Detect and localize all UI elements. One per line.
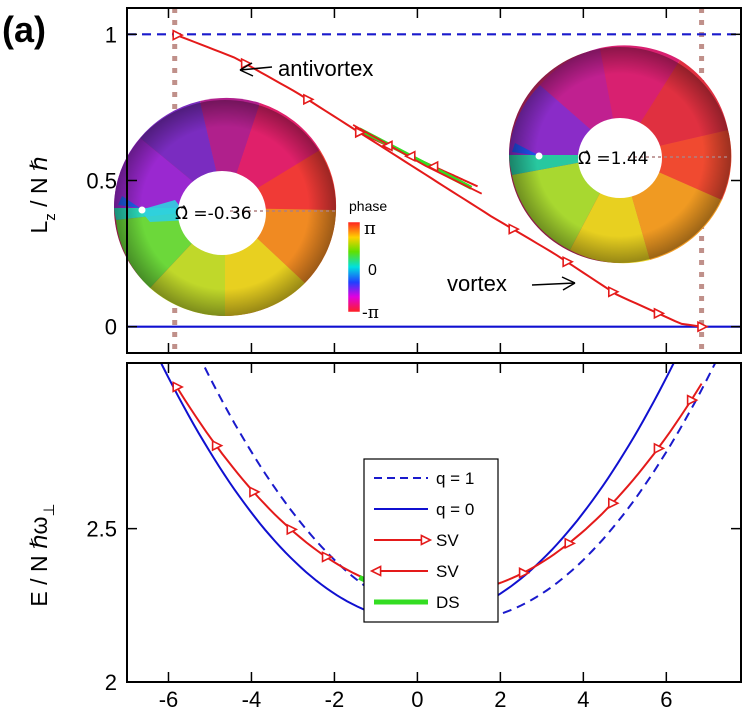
bottom-marker-sv-right-6 — [518, 567, 531, 579]
colorbar-title: phase — [349, 198, 387, 214]
antivortex-arrow — [239, 62, 273, 77]
top-ylabel-rest: / N ℏ — [26, 156, 52, 213]
legend-label-1: q = 0 — [436, 500, 474, 519]
vortex-arrow — [531, 276, 576, 291]
bottom-marker-sv-right-0 — [172, 381, 184, 393]
bottom-marker-sv-right-2 — [249, 486, 261, 498]
bottom-marker-sv-right-1 — [211, 439, 224, 452]
top-y-ticks: 00.51 — [86, 22, 741, 340]
phase-colorbar: phase π 0 -π — [347, 198, 387, 323]
colorbar-bottom-label: -π — [362, 303, 379, 323]
bottom-xtick-label-1: -4 — [242, 687, 262, 711]
legend-label-4: DS — [436, 593, 460, 612]
top-marker-sv-right-4 — [508, 223, 521, 235]
bottom-marker-sv-right-4 — [321, 551, 334, 563]
bottom-marker-sv-right-8 — [607, 497, 620, 510]
bottom-x-ticks: -6 -4 -2 0 2 4 6 — [159, 363, 672, 711]
bottom-xtick-label-3: 0 — [411, 687, 423, 711]
legend: q = 1 q = 0 SV SV DS — [363, 458, 499, 623]
top-marker-sv-right-5 — [562, 255, 574, 268]
bottom-xtick-label-4: 2 — [494, 687, 506, 711]
colorbar-mid-label: 0 — [368, 262, 377, 279]
top-ytick-label-2: 1 — [105, 22, 117, 47]
top-ytick-label-0: 0 — [105, 315, 117, 340]
bottom-ylabel: E / N ℏω⊥ — [26, 503, 58, 606]
top-line-sv-branch — [352, 124, 483, 195]
omega-left-label: Ω̂ =-0.36 — [175, 204, 252, 224]
top-marker-sv-right-0 — [172, 29, 184, 41]
top-ytick-label-1: 0.5 — [86, 169, 117, 194]
top-marker-sv-right-7 — [653, 307, 666, 320]
bottom-ytick-label-1: 2.5 — [86, 517, 117, 542]
top-ylabel-main: L — [26, 221, 52, 234]
top-marker-sv-left-2 — [426, 160, 439, 173]
omega-right-label: Ω̂ =1.44 — [578, 149, 649, 169]
top-marker-sv-right-8 — [697, 320, 709, 333]
legend-label-3: SV — [436, 562, 459, 581]
top-marker-sv-right-2 — [303, 93, 315, 106]
top-marker-sv-right-3 — [354, 126, 367, 139]
top-series-markers — [172, 29, 709, 333]
legend-label-2: SV — [436, 531, 459, 550]
bottom-marker-sv-right-9 — [653, 442, 666, 455]
bottom-xtick-label-6: 6 — [660, 687, 672, 711]
bottom-ylabel-sub: ⊥ — [41, 503, 58, 516]
top-marker-sv-left-0 — [381, 140, 393, 152]
top-ylabel-sub: z — [42, 213, 59, 221]
top-ylabel: Lz / N ℏ — [26, 156, 59, 233]
torus-right-image — [509, 45, 732, 264]
bottom-marker-sv-right-10 — [686, 394, 699, 406]
bottom-frame — [126, 362, 742, 683]
top-marker-sv-left-1 — [403, 150, 416, 163]
bottom-ylabel-main: E / N ℏω — [26, 516, 52, 606]
bottom-ytick-label-0: 2 — [105, 670, 117, 695]
colorbar-top-label: π — [364, 218, 376, 239]
vortex-label: vortex — [447, 271, 507, 296]
top-x-ticks — [167, 8, 668, 353]
bottom-marker-sv-right-3 — [286, 523, 299, 536]
legend-label-0: q = 1 — [436, 469, 474, 488]
top-marker-sv-right-6 — [607, 286, 620, 298]
legend-marker-2 — [420, 534, 433, 546]
panel-label: (a) — [2, 9, 46, 50]
bottom-xtick-label-5: 4 — [577, 687, 589, 711]
bottom-xtick-label-2: -2 — [325, 687, 345, 711]
top-panel: phase π 0 -π antivortex vortex Ω̂ =-0.36… — [26, 7, 742, 354]
bottom-marker-sv-right-7 — [564, 537, 577, 550]
legend-items: q = 1 q = 0 SV SV DS — [369, 469, 474, 612]
torus-left-image — [113, 97, 337, 317]
bottom-y-ticks: 22.5 — [86, 517, 741, 695]
antivortex-label: antivortex — [278, 56, 373, 81]
bottom-xtick-label-0: -6 — [159, 687, 179, 711]
legend-marker-3 — [369, 565, 382, 577]
